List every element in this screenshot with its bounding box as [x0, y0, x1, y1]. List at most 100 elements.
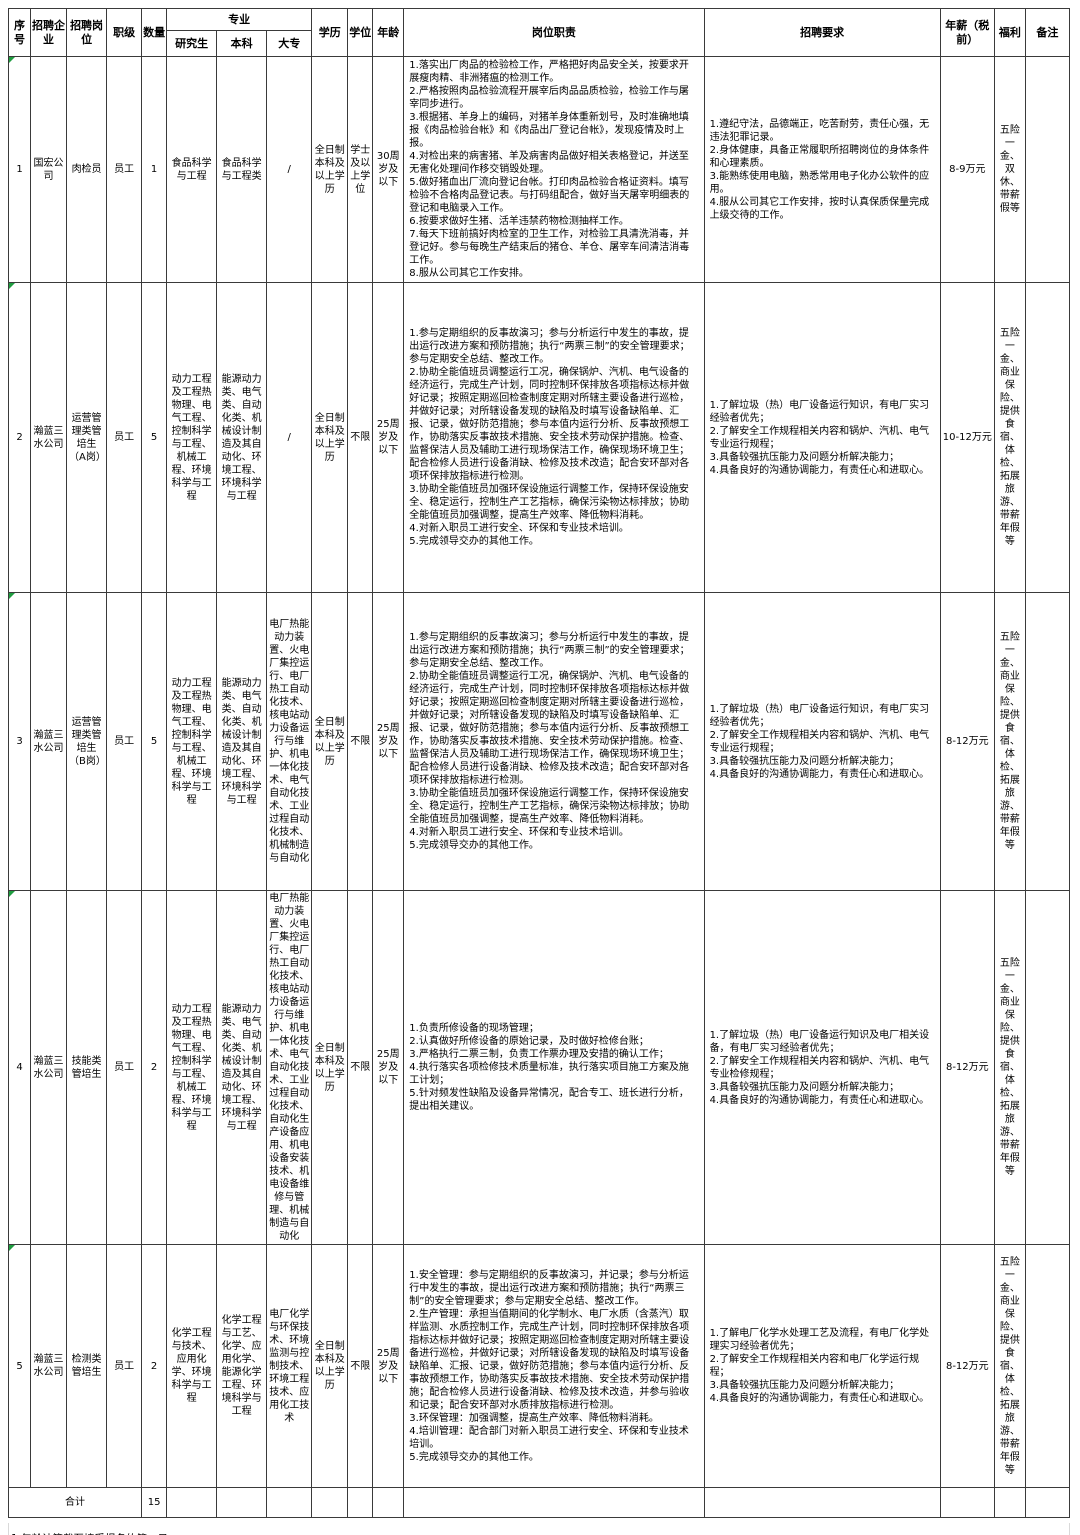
cell-remarks	[1024, 1244, 1071, 1488]
col-header-major-postgrad: 研究生	[166, 30, 218, 57]
cell-education: 全日制本科及以上学历	[311, 282, 349, 593]
cell-rank: 员工	[106, 56, 143, 283]
col-header-count: 数量	[141, 8, 168, 57]
cell-requirements: 1.了解垃圾（热）电厂设备运行知识，有电厂实习经验者优先； 2.了解安全工作规程…	[703, 282, 941, 593]
cell-count: 2	[141, 890, 168, 1245]
cell-count: 2	[141, 1244, 168, 1488]
cell-major-postgrad: 动力工程及工程热物理、电气工程、控制科学与工程、机械工程、环境科学与工程	[166, 890, 218, 1245]
cell-rank: 员工	[106, 890, 143, 1245]
cell-education: 全日制本科及以上学历	[311, 56, 349, 283]
cell-company: 瀚蓝三水公司	[30, 1244, 68, 1488]
cell-major-postgrad: 动力工程及工程热物理、电气工程、控制科学与工程、机械工程、环境科学与工程	[166, 592, 218, 891]
footnotes: 1.年龄计算截至接受报名的第一日。 2.报考者只能选择一个职位进行报名。 3.凡…	[8, 1523, 1070, 1535]
cell-major-college: 电厂热能动力装置、火电厂集控运行、电厂热工自动化技术、核电站动力设备运行与维护、…	[266, 890, 313, 1245]
cell-education: 全日制本科及以上学历	[311, 1244, 349, 1488]
cell-salary: 8-12万元	[939, 592, 995, 891]
cell-age: 25周岁及以下	[372, 282, 405, 593]
col-header-age: 年龄	[372, 8, 405, 57]
cell-salary: 8-12万元	[939, 1244, 995, 1488]
cell-major-bachelor: 能源动力类、电气类、自动化类、机械设计制造及其自动化、环境工程、环境科学与工程	[216, 282, 268, 593]
cell-age: 25周岁及以下	[372, 592, 405, 891]
col-header-salary: 年薪（税前）	[939, 8, 995, 57]
col-header-degree: 学位	[347, 8, 374, 57]
total-label-cell: 合计	[7, 1487, 143, 1518]
cell-remarks	[1024, 890, 1071, 1245]
cell-position: 运营管理类管培生（B岗）	[66, 592, 108, 891]
cell-position: 肉检员	[66, 56, 108, 283]
cell-welfare: 五险一金、商业保险、提供食宿、体检、拓展旅游、带薪年假等	[993, 592, 1026, 891]
cell-company: 瀚蓝三水公司	[30, 890, 68, 1245]
cell-welfare: 五险一金、商业保险、提供食宿、体检、拓展旅游、带薪年假等	[993, 1244, 1026, 1488]
table-row: 5 瀚蓝三水公司 检测类管培生 员工 2 化学工程与技术、应用化学、环境科学与工…	[7, 1244, 1071, 1488]
col-header-remarks: 备注	[1024, 8, 1071, 57]
cell-position: 运营管理类管培生（A岗）	[66, 282, 108, 593]
cell-index: 5	[7, 1244, 32, 1488]
cell-age: 30周岁及以下	[372, 56, 405, 283]
cell-duties: 1.落实出厂肉品的检验检工作，严格把好肉品安全关，按要求开展瘦肉精、非洲猪瘟的检…	[403, 56, 705, 283]
cell-remarks	[1024, 282, 1071, 593]
cell-remarks	[1024, 56, 1071, 283]
total-count-cell: 15	[141, 1487, 168, 1518]
cell-position: 技能类管培生	[66, 890, 108, 1245]
cell-salary: 8-12万元	[939, 890, 995, 1245]
cell-index: 1	[7, 56, 32, 283]
cell-degree: 不限	[347, 282, 374, 593]
cell-education: 全日制本科及以上学历	[311, 592, 349, 891]
cell-degree: 不限	[347, 592, 374, 891]
recruitment-table: 序号 招聘企业 招聘岗位 职级 数量 专业 学历 学位 年龄 岗位职责 招聘要求…	[7, 8, 1071, 1518]
excel-error-flag-icon	[9, 283, 15, 289]
cell-degree: 学士及以上学位	[347, 56, 374, 283]
excel-error-flag-icon	[9, 57, 15, 63]
col-header-major-group: 专业	[166, 8, 313, 31]
cell-index: 3	[7, 592, 32, 891]
cell-major-college: /	[266, 56, 313, 283]
col-header-major-bachelor: 本科	[216, 30, 268, 57]
table-row: 4 瀚蓝三水公司 技能类管培生 员工 2 动力工程及工程热物理、电气工程、控制科…	[7, 890, 1071, 1245]
cell-rank: 员工	[106, 282, 143, 593]
col-header-index: 序号	[7, 8, 32, 57]
cell-index: 2	[7, 282, 32, 593]
cell-rank: 员工	[106, 1244, 143, 1488]
cell-duties: 1.负责所修设备的现场管理； 2.认真做好所修设备的原始记录，及时做好检修台账；…	[403, 890, 705, 1245]
cell-company: 瀚蓝三水公司	[30, 592, 68, 891]
col-header-requirements: 招聘要求	[703, 8, 941, 57]
cell-salary: 8-9万元	[939, 56, 995, 283]
total-row: 合计 15	[7, 1487, 1071, 1518]
cell-requirements: 1.了解垃圾（热）电厂设备运行知识及电厂相关设备，有电厂实习经验者优先； 2.了…	[703, 890, 941, 1245]
col-header-education: 学历	[311, 8, 349, 57]
cell-requirements: 1.了解垃圾（热）电厂设备运行知识，有电厂实习经验者优先； 2.了解安全工作规程…	[703, 592, 941, 891]
cell-major-college: 电厂化学与环保技术、环境监测与控制技术、环境工程技术、应用化工技术	[266, 1244, 313, 1488]
cell-requirements: 1.了解电厂化学水处理工艺及流程，有电厂化学处理实习经验者优先； 2.了解安全工…	[703, 1244, 941, 1488]
cell-company: 国宏公司	[30, 56, 68, 283]
cell-major-postgrad: 动力工程及工程热物理、电气工程、控制科学与工程、机械工程、环境科学与工程	[166, 282, 218, 593]
col-header-duties: 岗位职责	[403, 8, 705, 57]
cell-count: 5	[141, 282, 168, 593]
table-row: 1 国宏公司 肉检员 员工 1 食品科学与工程 食品科学与工程类 / 全日制本科…	[7, 56, 1071, 283]
cell-salary: 10-12万元	[939, 282, 995, 593]
cell-major-postgrad: 化学工程与技术、应用化学、环境科学与工程	[166, 1244, 218, 1488]
table-row: 2 瀚蓝三水公司 运营管理类管培生（A岗） 员工 5 动力工程及工程热物理、电气…	[7, 282, 1071, 593]
cell-age: 25周岁及以下	[372, 890, 405, 1245]
excel-error-flag-icon	[9, 593, 15, 599]
cell-duties: 1.参与定期组织的反事故演习；参与分析运行中发生的事故，提出运行改进方案和预防措…	[403, 282, 705, 593]
col-header-welfare: 福利	[993, 8, 1026, 57]
cell-degree: 不限	[347, 890, 374, 1245]
cell-major-bachelor: 化学工程与工艺、化学、应用化学、能源化学工程、环境科学与工程	[216, 1244, 268, 1488]
cell-count: 5	[141, 592, 168, 891]
cell-education: 全日制本科及以上学历	[311, 890, 349, 1245]
cell-remarks	[1024, 592, 1071, 891]
cell-major-postgrad: 食品科学与工程	[166, 56, 218, 283]
cell-duties: 1.安全管理：参与定期组织的反事故演习，并记录；参与分析运行中发生的事故，提出运…	[403, 1244, 705, 1488]
footnote-1: 1.年龄计算截至接受报名的第一日。	[11, 1531, 1065, 1535]
cell-company: 瀚蓝三水公司	[30, 282, 68, 593]
cell-major-college: 电厂热能动力装置、火电厂集控运行、电厂热工自动化技术、核电站动力设备运行与维护、…	[266, 592, 313, 891]
excel-error-flag-icon	[9, 891, 15, 897]
col-header-company: 招聘企业	[30, 8, 68, 57]
cell-major-bachelor: 能源动力类、电气类、自动化类、机械设计制造及其自动化、环境工程、环境科学与工程	[216, 592, 268, 891]
cell-major-college: /	[266, 282, 313, 593]
col-header-position: 招聘岗位	[66, 8, 108, 57]
cell-position: 检测类管培生	[66, 1244, 108, 1488]
col-header-major-college: 大专	[266, 30, 313, 57]
cell-degree: 不限	[347, 1244, 374, 1488]
